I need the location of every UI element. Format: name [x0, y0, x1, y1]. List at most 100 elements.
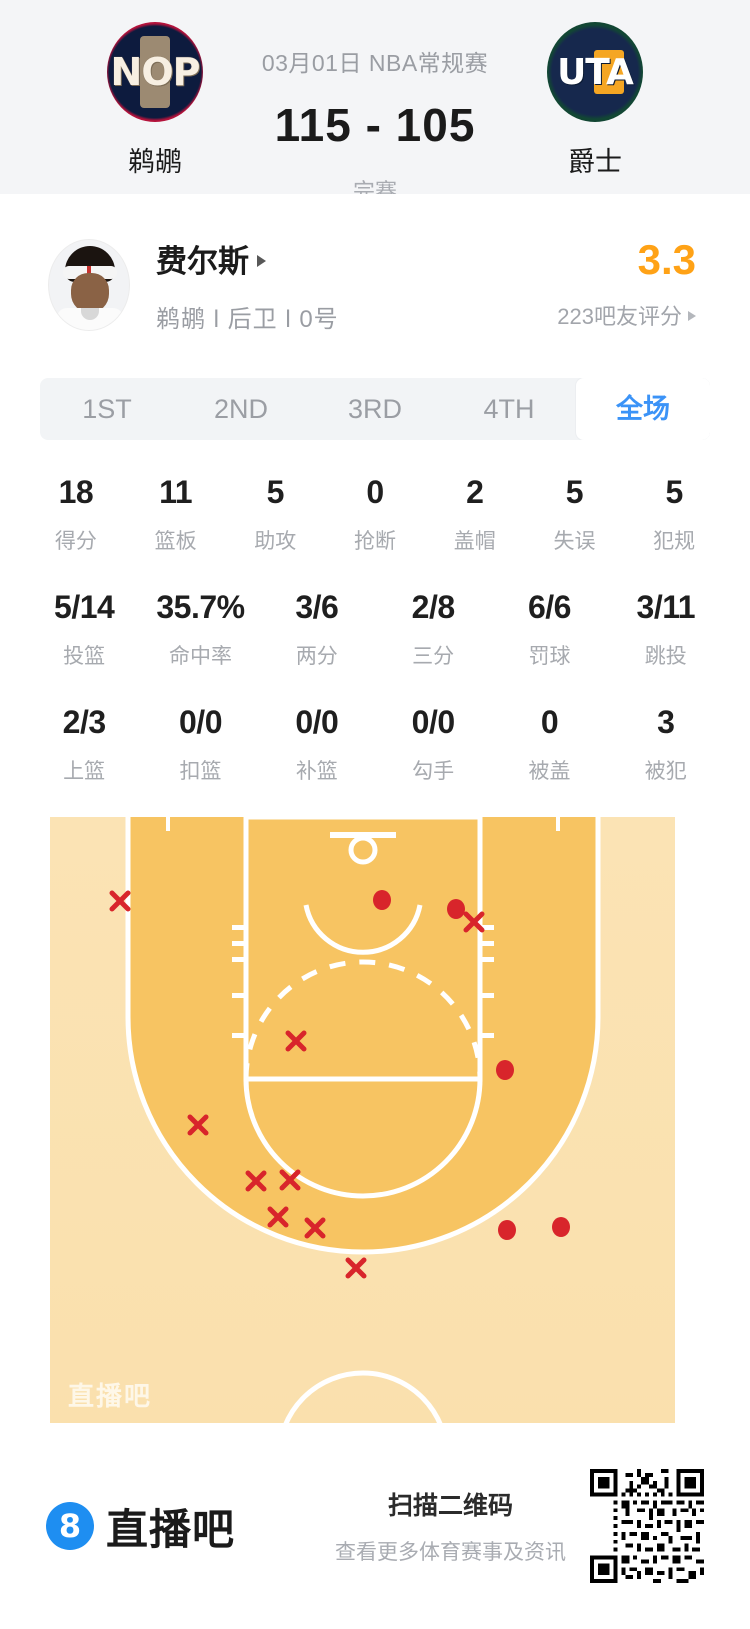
stat-label: 失误: [553, 530, 596, 553]
qr-subtitle: 查看更多体育赛事及资讯: [335, 1541, 566, 1564]
stat-value: 3/6: [295, 589, 339, 625]
lane-hash: [232, 957, 246, 962]
shot-make-marker: [373, 890, 391, 910]
stat-hook-shot: 0/0 勾手: [375, 704, 491, 785]
three-point-line: [125, 817, 601, 1255]
qr-text: 扫描二维码 查看更多体育赛事及资讯: [335, 1486, 566, 1566]
away-team-logo-icon: UTA: [547, 22, 643, 122]
stat-label: 两分: [295, 645, 338, 668]
player-name: 费尔斯: [156, 244, 249, 279]
stat-three-point: 2/8 三分: [375, 589, 491, 670]
stat-label: 被犯: [644, 760, 687, 783]
stat-value: 5: [565, 474, 584, 510]
shot-miss-marker: [285, 1030, 307, 1052]
stat-label: 补篮: [295, 760, 338, 783]
final-score: 115 - 105: [274, 99, 476, 151]
stat-value: 0/0: [179, 704, 222, 740]
stat-value: 0/0: [411, 704, 455, 740]
player-rating[interactable]: 3.3 223吧友评分: [557, 239, 702, 331]
tab-4th[interactable]: 4TH: [483, 394, 535, 424]
stat-label: 助攻: [254, 530, 297, 553]
match-meta: 03月01日 NBA常规赛: [261, 50, 489, 76]
stat-label: 得分: [54, 530, 97, 553]
rating-label-line[interactable]: 223吧友评分: [557, 299, 696, 331]
stat-points: 18 得分: [26, 474, 126, 555]
brand-name: 直播吧: [106, 1505, 236, 1553]
stat-label: 上篮: [63, 760, 106, 783]
tab-1st[interactable]: 1ST: [82, 394, 132, 424]
player-header: 费尔斯 鹈鹕 l 后卫 l 0号 3.3 223吧友评分: [0, 194, 750, 334]
free-throw-circle-bottom: [243, 1078, 483, 1199]
away-team[interactable]: UTA 爵士: [500, 22, 690, 179]
tab-3rd[interactable]: 3RD: [347, 394, 402, 424]
stat-value: 2/3: [62, 704, 106, 740]
lane-hash: [480, 993, 494, 998]
away-team-abbr: UTA: [557, 51, 634, 93]
chevron-right-small-icon: [688, 311, 696, 321]
stat-label: 投篮: [63, 645, 106, 668]
stat-fouled: 3 被犯: [608, 704, 724, 785]
stat-label: 命中率: [168, 645, 232, 668]
stat-value: 0: [540, 704, 559, 740]
stat-label: 犯规: [653, 530, 696, 553]
qr-code-icon[interactable]: [590, 1469, 704, 1583]
shot-make-marker: [496, 1060, 514, 1080]
stats-row-basic: 18 得分 11 篮板 5 助攻 0 抢断 2 盖帽 5 失误: [0, 474, 750, 555]
stat-field-goals: 5/14 投篮: [26, 589, 142, 670]
home-team-abbr: NOP: [110, 50, 201, 94]
shot-miss-marker: [463, 911, 485, 933]
stat-label: 跳投: [644, 645, 687, 668]
tab-full-game[interactable]: 全场: [576, 378, 710, 440]
qr-title: 扫描二维码: [387, 1492, 513, 1520]
home-team-logo-icon: NOP: [107, 22, 203, 122]
stat-blocks: 2 盖帽: [425, 474, 525, 555]
stat-value: 11: [159, 474, 192, 510]
stat-blocked: 0 被盖: [491, 704, 607, 785]
home-team[interactable]: NOP 鹈鹕: [60, 22, 250, 179]
stat-label: 三分: [412, 645, 455, 668]
stat-value: 2/8: [411, 589, 455, 625]
center-circle: [278, 1370, 448, 1437]
qr-section: 扫描二维码 查看更多体育赛事及资讯: [335, 1469, 704, 1583]
shot-markers: [109, 890, 570, 1279]
stat-fouls: 5 犯规: [624, 474, 724, 555]
player-name-line[interactable]: 费尔斯: [156, 236, 557, 281]
shot-miss-marker: [279, 1169, 301, 1191]
shot-miss-marker: [109, 890, 131, 912]
stat-value: 0/0: [295, 704, 339, 740]
stat-free-throws: 6/6 罚球: [491, 589, 607, 670]
avatar-face-icon: [71, 273, 109, 313]
stats-row-shot-types: 2/3 上篮 0/0 扣篮 0/0 补篮 0/0 勾手 0 被盖 3 被犯: [0, 704, 750, 785]
rating-value: 3.3: [637, 236, 696, 283]
player-avatar[interactable]: [48, 239, 130, 331]
score-summary: 03月01日 NBA常规赛 115 - 105 完赛: [250, 22, 500, 206]
stat-value: 3: [657, 704, 675, 740]
stat-jump-shot: 3/11 跳投: [608, 589, 724, 670]
stat-value: 2: [466, 474, 484, 510]
stat-layup: 2/3 上篮: [26, 704, 142, 785]
stat-label: 抢断: [354, 530, 397, 553]
stat-turnovers: 5 失误: [525, 474, 625, 555]
shot-miss-marker: [345, 1257, 367, 1279]
stat-steals: 0 抢断: [325, 474, 425, 555]
shot-miss-marker: [304, 1217, 326, 1239]
player-meta: 鹈鹕 l 后卫 l 0号: [156, 306, 339, 333]
shot-make-marker: [447, 899, 465, 919]
stats-row-shooting: 5/14 投篮 35.7% 命中率 3/6 两分 2/8 三分 6/6 罚球 3…: [0, 589, 750, 670]
shot-make-marker: [552, 1217, 570, 1237]
court-watermark: 直播吧: [68, 1381, 153, 1411]
stat-putback: 0/0 补篮: [259, 704, 375, 785]
away-team-name: 爵士: [568, 147, 622, 177]
player-info: 费尔斯 鹈鹕 l 后卫 l 0号: [130, 236, 557, 334]
shot-chart[interactable]: 直播吧: [50, 817, 675, 1437]
stat-value: 35.7%: [156, 589, 245, 625]
brand-badge-icon: 8: [46, 1502, 94, 1550]
stat-label: 篮板: [154, 530, 197, 553]
shot-miss-marker: [187, 1114, 209, 1136]
tab-2nd[interactable]: 2ND: [213, 394, 268, 424]
shot-miss-marker: [245, 1170, 267, 1192]
brand-logo[interactable]: 8 直播吧: [46, 1496, 335, 1557]
stat-value: 5/14: [54, 589, 115, 625]
free-throw-circle-top: [243, 959, 483, 1080]
